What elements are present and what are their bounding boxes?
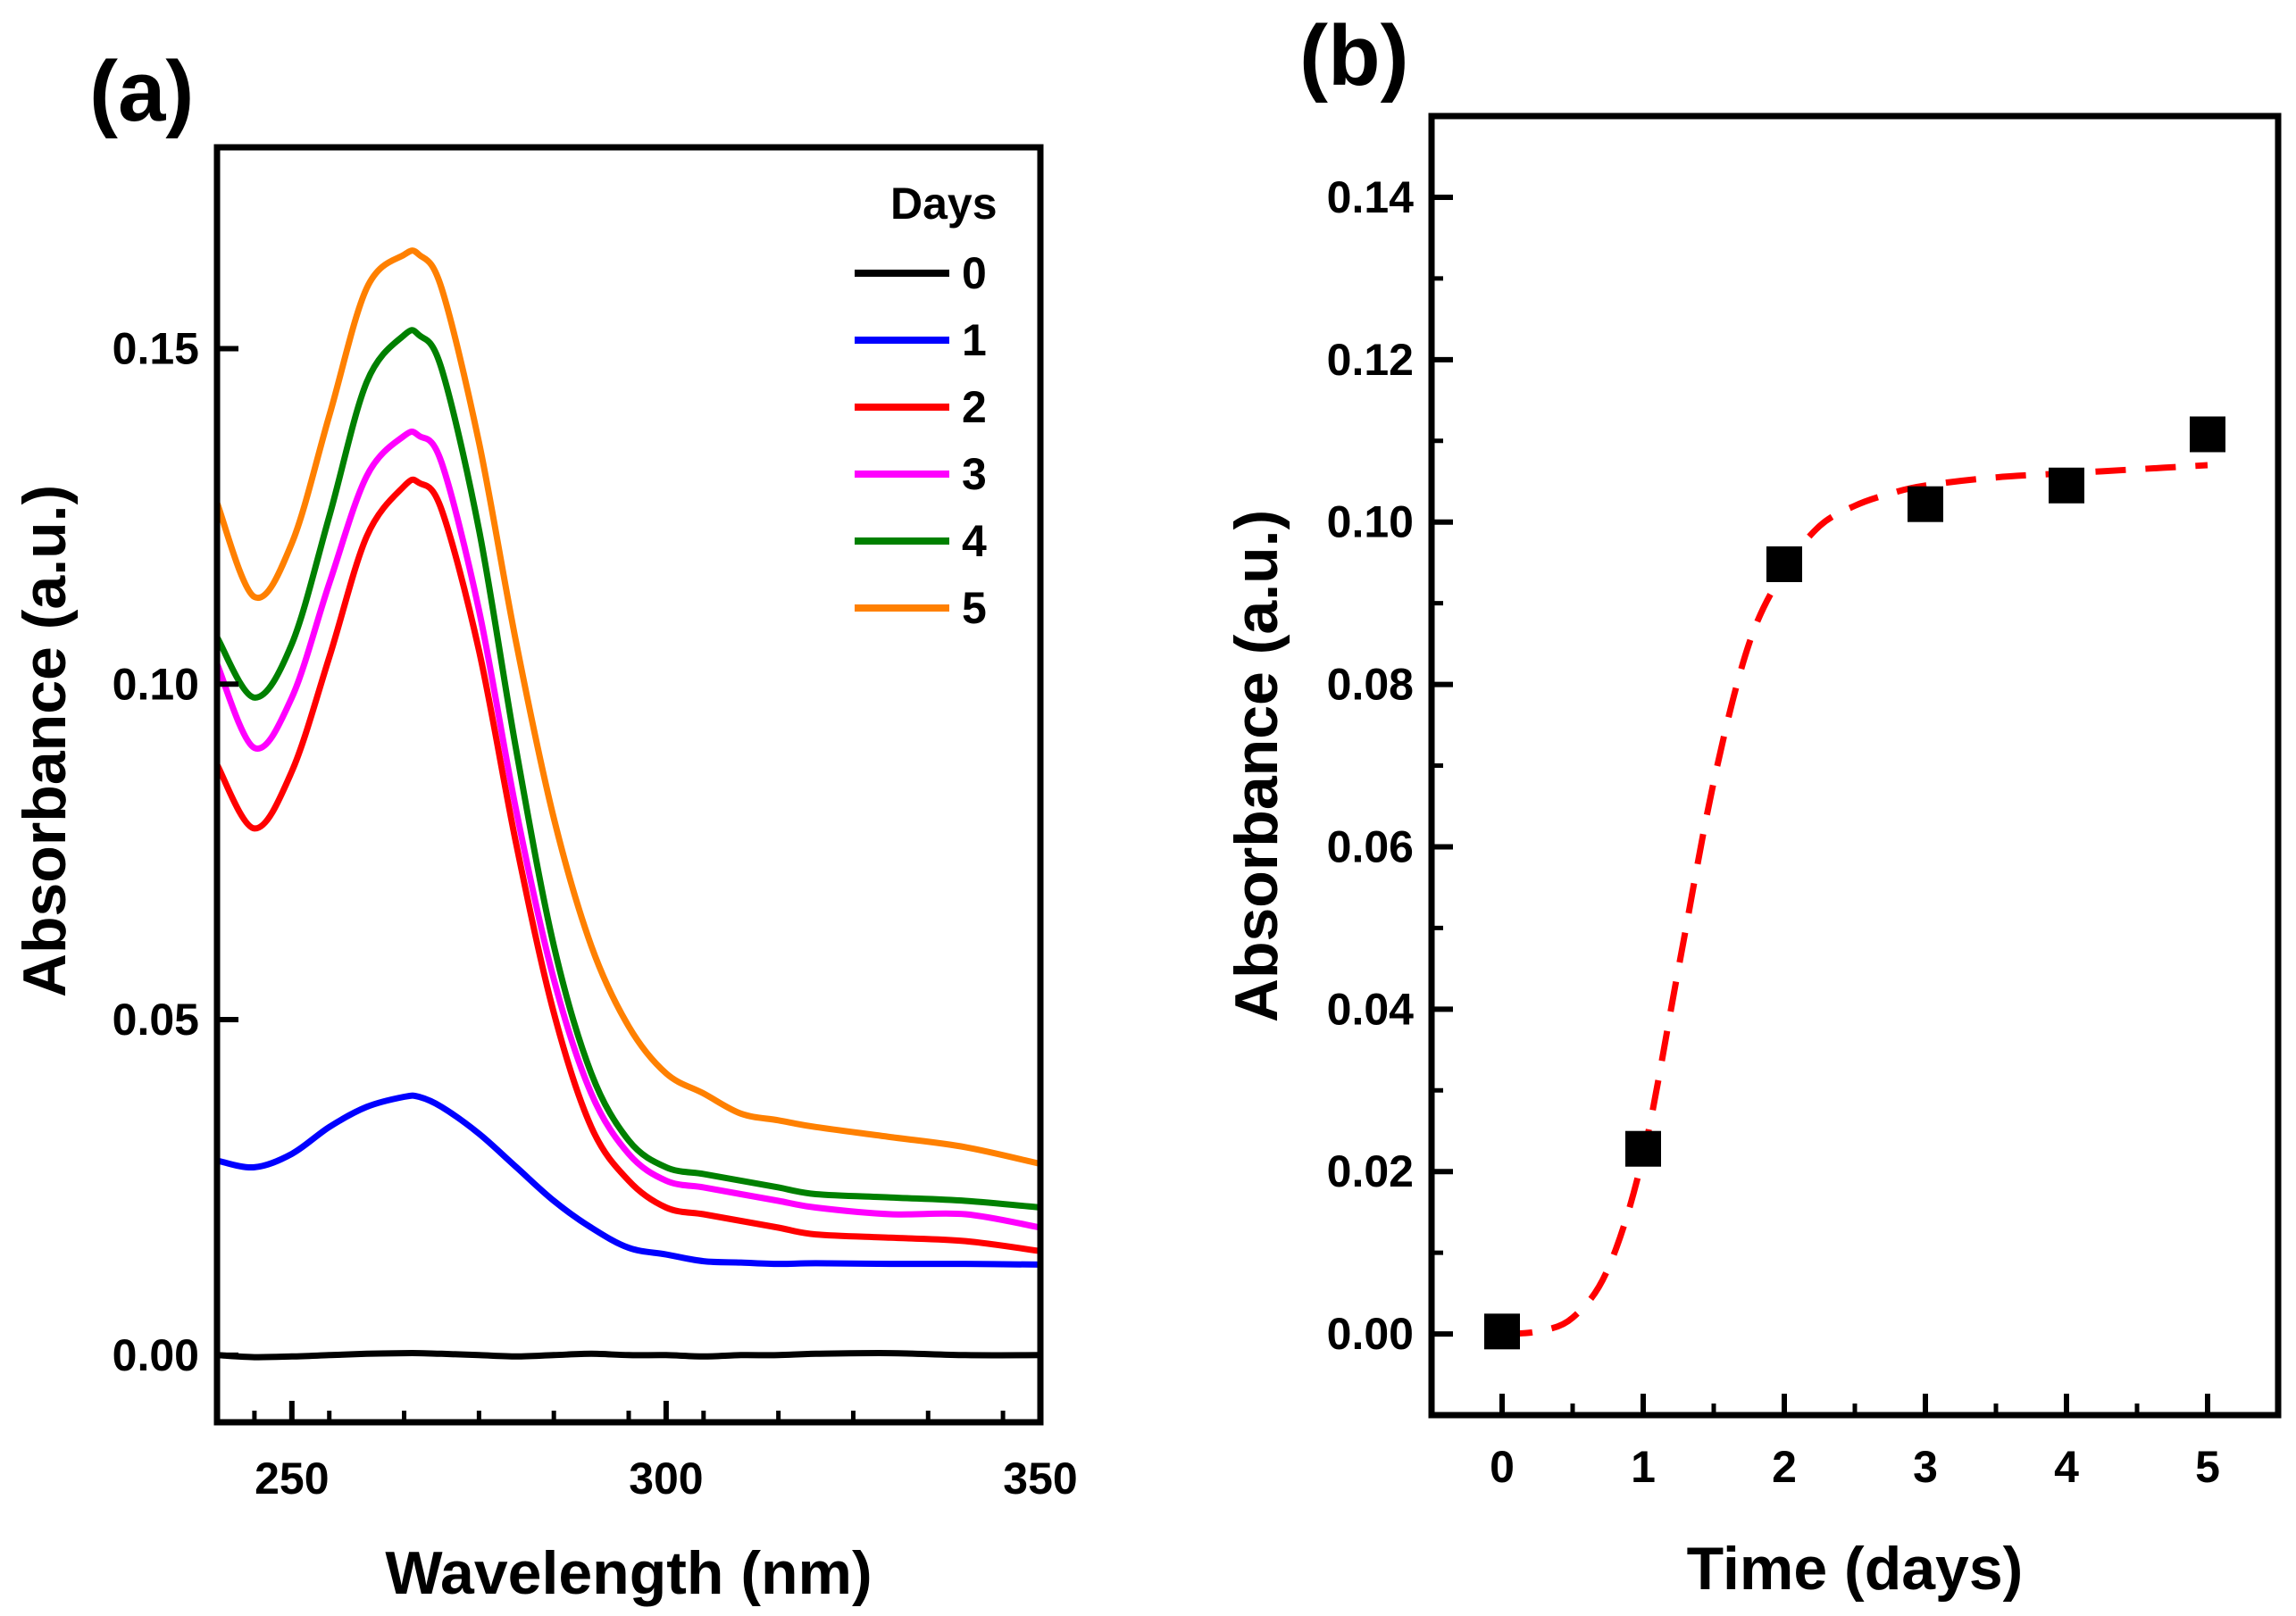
panel-b-y-axis-title: Absorbance (a.u.) bbox=[1223, 510, 1290, 1022]
y-tick-label: 0.00 bbox=[1327, 1309, 1414, 1359]
y-tick-label: 0.06 bbox=[1327, 821, 1414, 871]
series-line-day-1 bbox=[216, 1092, 1041, 1268]
x-tick-label: 3 bbox=[1913, 1442, 1938, 1492]
series-line-day-2 bbox=[213, 476, 1041, 1254]
panel-a-label: (a) bbox=[89, 44, 194, 139]
y-tick-label: 0.14 bbox=[1327, 172, 1415, 222]
data-point-day-5 bbox=[2190, 416, 2225, 453]
data-point-day-3 bbox=[1908, 486, 1943, 522]
x-tick-label: 2 bbox=[1772, 1442, 1797, 1492]
y-tick-label: 0.12 bbox=[1327, 335, 1414, 385]
fit-curve bbox=[1501, 462, 2208, 1337]
legend-label-day-4: 4 bbox=[962, 516, 987, 566]
x-tick-label: 1 bbox=[1631, 1442, 1656, 1492]
y-tick-label: 0.02 bbox=[1327, 1146, 1414, 1196]
x-tick-label: 4 bbox=[2054, 1442, 2079, 1492]
data-point-day-1 bbox=[1625, 1130, 1661, 1167]
legend-label-day-5: 5 bbox=[962, 583, 987, 633]
x-tick-label: 5 bbox=[2195, 1442, 2220, 1492]
x-tick-label: 300 bbox=[629, 1454, 703, 1504]
y-tick-label: 0.00 bbox=[113, 1330, 199, 1380]
panel-b-x-ticks: 0 1 2 3 4 5 bbox=[1490, 1394, 2220, 1492]
y-tick-label: 0.08 bbox=[1327, 660, 1414, 710]
series-line-day-5 bbox=[213, 247, 1041, 1168]
legend-title: Days bbox=[890, 179, 998, 229]
panel-a-x-axis-title: Wavelength (nm) bbox=[385, 1539, 872, 1607]
legend-label-day-0: 0 bbox=[962, 248, 987, 298]
x-tick-label: 350 bbox=[1003, 1454, 1077, 1504]
series-line-day-0 bbox=[216, 1350, 1041, 1361]
panel-b-plot-area bbox=[1484, 416, 2225, 1350]
data-point-day-4 bbox=[2049, 467, 2084, 504]
data-point-day-0 bbox=[1484, 1313, 1520, 1350]
panel-a-legend: Days 0 1 2 3 4 5 bbox=[855, 179, 998, 633]
panel-b-x-axis-title: Time (days) bbox=[1687, 1535, 2024, 1603]
y-tick-label: 0.15 bbox=[113, 323, 199, 373]
x-tick-label: 0 bbox=[1490, 1442, 1515, 1492]
legend-label-day-3: 3 bbox=[962, 449, 987, 499]
y-tick-label: 0.10 bbox=[1327, 497, 1414, 547]
series-line-day-3 bbox=[213, 429, 1041, 1231]
y-tick-label: 0.10 bbox=[113, 659, 199, 709]
panel-b-frame bbox=[1428, 112, 2282, 1419]
legend-label-day-2: 2 bbox=[962, 382, 987, 432]
x-tick-label: 250 bbox=[255, 1454, 329, 1504]
series-line-day-4 bbox=[213, 327, 1041, 1211]
data-point-day-2 bbox=[1766, 546, 1802, 582]
panel-a-y-ticks: 0.00 0.05 0.10 0.15 bbox=[113, 323, 238, 1380]
panel-b-y-ticks: 0.00 0.02 0.04 0.06 0.08 0.10 0.12 0.14 bbox=[1327, 172, 1453, 1359]
legend-label-day-1: 1 bbox=[962, 315, 987, 365]
y-tick-label: 0.05 bbox=[113, 995, 199, 1045]
panel-b-label: (b) bbox=[1299, 8, 1409, 104]
panel-a-y-axis-title: Absorbance (a.u.) bbox=[11, 485, 79, 997]
y-tick-label: 0.04 bbox=[1327, 984, 1415, 1034]
panel-a-x-ticks: 250 300 350 bbox=[252, 1401, 1078, 1504]
panel-a: (a) 250 300 350 0.000.050.100.15 Wavelengt… bbox=[11, 44, 1078, 1607]
panel-a-plot-area bbox=[213, 247, 1041, 1361]
